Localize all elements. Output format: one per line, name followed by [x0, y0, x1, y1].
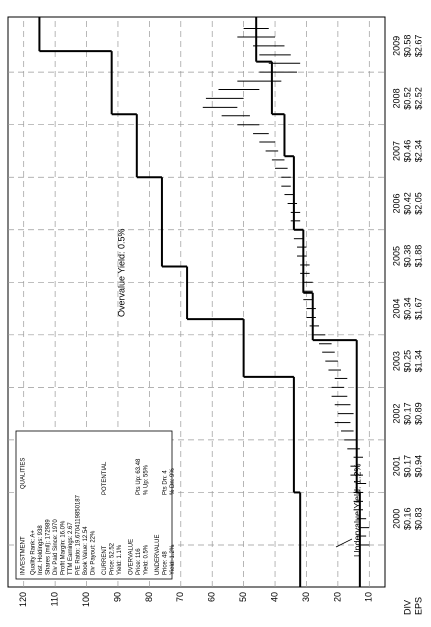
x-tick-label: 2004 [391, 299, 401, 319]
info-text: Div Payout: 22% [91, 530, 97, 575]
eps-label: $2.52 [413, 87, 423, 110]
info-text: CURRENT [102, 545, 108, 575]
x-tick-label: 2009 [391, 36, 401, 56]
x-tick-label: 2006 [391, 193, 401, 213]
y-tick-label: 30 [301, 592, 311, 602]
info-text: INVESTMENT [21, 536, 27, 575]
eps-label: $2.67 [413, 35, 423, 58]
eps-label: $1.88 [413, 245, 423, 268]
x-tick-label: 2003 [391, 351, 401, 371]
info-text: Book Value: 12.54 [83, 526, 89, 575]
eps-label: $1.67 [413, 297, 423, 320]
y-tick-label: 120 [18, 592, 28, 607]
y-tick-label: 80 [144, 592, 154, 602]
div-title: DIV [402, 600, 412, 615]
info-text: Yield: 1.1% [117, 544, 123, 575]
plot-frame [7, 16, 386, 588]
info-text: UNDERVALUE [155, 535, 161, 575]
div-label: $0.16 [402, 507, 412, 530]
div-label: $0.52 [402, 87, 412, 110]
info-text: QUALITIES [21, 458, 27, 489]
div-label: $0.58 [402, 35, 412, 58]
info-text: Quality Rank: A+ [31, 530, 37, 575]
info-box [15, 430, 173, 580]
eps-title: EPS [413, 597, 423, 615]
div-label: $0.38 [402, 245, 412, 268]
div-label: $0.46 [402, 140, 412, 163]
x-tick-label: 2007 [391, 141, 401, 161]
y-tick-label: 20 [332, 592, 342, 602]
eps-label: $2.05 [413, 192, 423, 215]
info-text: Pts Up: 63.48 [136, 458, 142, 495]
div-label: $0.34 [402, 297, 412, 320]
info-text: % Dn: 9% [170, 468, 176, 495]
info-text: Price: 116 [136, 548, 142, 575]
eps-label: $2.34 [413, 140, 423, 163]
info-text: Shares (mil): 172989 [46, 519, 52, 575]
info-text: P/E Ratio: 19.6704119850187 [76, 494, 82, 575]
y-tick-label: 40 [269, 592, 279, 602]
y-tick-label: 60 [207, 592, 217, 602]
x-tick-label: 2000 [391, 509, 401, 529]
info-text: Yield: 0.5% [144, 544, 150, 575]
x-tick-label: 2008 [391, 88, 401, 108]
y-tick-label: 50 [238, 592, 248, 602]
info-text: Inst. Holdings: 938 [38, 525, 44, 575]
info-text: TTM Earnings: 2.67 [68, 522, 74, 575]
y-tick-label: 70 [175, 592, 185, 602]
y-tick-label: 110 [50, 592, 60, 606]
eps-label: $0.83 [413, 507, 423, 530]
eps-label: $0.89 [413, 402, 423, 425]
info-text: OVERVALUE [129, 539, 135, 575]
info-text: Yield: 1.2% [170, 544, 176, 575]
div-label: $0.42 [402, 192, 412, 215]
undervalue-annotation: Undervalue Yield: 1.2% [352, 463, 362, 557]
div-label: $0.17 [402, 402, 412, 425]
x-tick-label: 2001 [391, 456, 401, 476]
eps-label: $1.34 [413, 350, 423, 373]
x-tick-label: 2002 [391, 404, 401, 424]
info-text: Profit Margin: 16.0% [61, 520, 67, 575]
info-text: Price: 52.52 [110, 542, 116, 575]
info-text: Price: 48 [163, 551, 169, 575]
info-text: POTENTIAL [102, 461, 108, 495]
y-tick-label: 10 [364, 592, 374, 602]
x-tick-label: 2005 [391, 246, 401, 266]
div-label: $0.25 [402, 350, 412, 373]
info-text: % Up: 55% [144, 464, 150, 495]
info-text: Pts Dn: 4 [163, 470, 169, 495]
info-text: Div Paid Since: 1970 [53, 519, 59, 575]
y-tick-label: 90 [112, 592, 122, 602]
eps-label: $0.94 [413, 455, 423, 478]
div-label: $0.17 [402, 455, 412, 478]
undervalue-pointer [335, 538, 353, 548]
y-tick-label: 100 [81, 592, 91, 607]
overvalue-annotation: Overvalue Yield: 0.5% [116, 228, 126, 317]
